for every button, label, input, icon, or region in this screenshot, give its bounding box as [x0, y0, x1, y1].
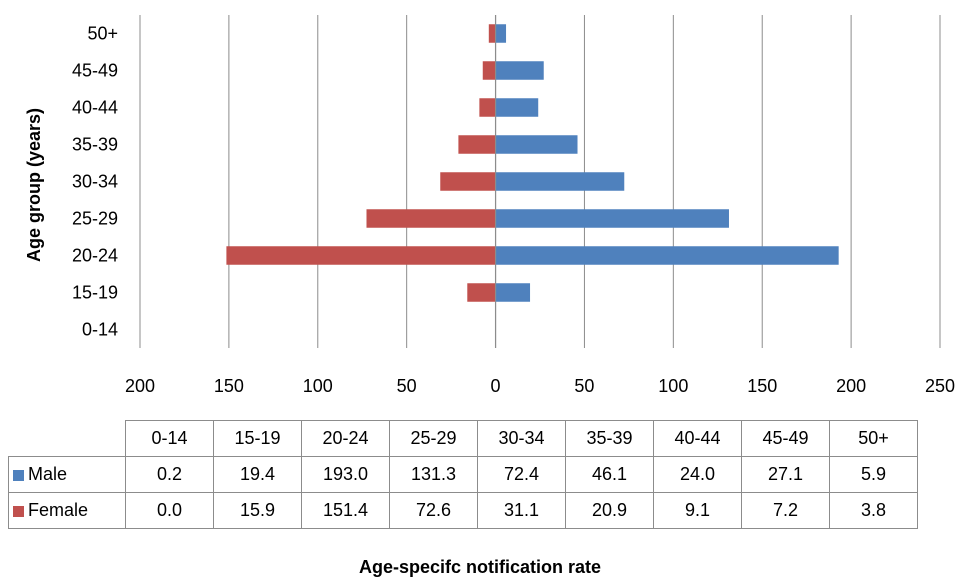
- data-table: 0-14 15-19 20-24 25-29 30-34 35-39 40-44 45-49 5…: [8, 420, 918, 529]
- legend-female-label: Female: [28, 500, 89, 520]
- x-tick-label: 200: [125, 376, 155, 396]
- table-column-header: 50+: [829, 420, 918, 457]
- male-swatch: [13, 469, 24, 481]
- table-cell: 131.3: [389, 456, 478, 493]
- bar-male-50+: [495, 24, 507, 43]
- table-cell: 0.2: [125, 456, 214, 493]
- x-tick-label: 50: [574, 376, 594, 396]
- table-cell: 31.1: [477, 492, 566, 529]
- x-tick-label: 100: [303, 376, 333, 396]
- bar-female-25-29: [366, 209, 496, 228]
- table-row-female: Female 0.0 15.9 151.4 72.6 31.1 20.9 9.1 7.2 3.8: [8, 492, 918, 529]
- table-row-male: Male 0.2 19.4 193.0 131.3 72.4 46.1 24.0 27.1 5.…: [8, 456, 918, 493]
- table-cell: 5.9: [829, 456, 918, 493]
- x-tick-label: 150: [214, 376, 244, 396]
- table-column-header: 15-19: [213, 420, 302, 457]
- x-tick-label: 150: [747, 376, 777, 396]
- table-cell: 193.0: [301, 456, 390, 493]
- y-tick-label: 0-14: [82, 320, 118, 340]
- bar-female-40-44: [479, 98, 496, 117]
- bars: [226, 24, 839, 339]
- table-cell: 27.1: [741, 456, 830, 493]
- pyramid-chart: 0-14 15-19 20-24 25-29 30-34 35-39 40-44 45-49 5…: [24, 15, 955, 396]
- table-column-header: 0-14: [125, 420, 214, 457]
- bar-female-50+: [488, 24, 496, 43]
- y-tick-label: 30-34: [72, 172, 118, 192]
- table-cell: 72.4: [477, 456, 566, 493]
- table-header-row: 0-14 15-19 20-24 25-29 30-34 35-39 40-44 45-49 5…: [8, 420, 918, 457]
- table-column-header: 40-44: [653, 420, 742, 457]
- x-tick-label: 50: [397, 376, 417, 396]
- y-tick-label: 45-49: [72, 61, 118, 81]
- y-tick-label: 35-39: [72, 135, 118, 155]
- x-tick-label: 200: [836, 376, 866, 396]
- female-swatch: [13, 505, 24, 517]
- x-axis-title: Age-specifc notification rate: [358, 557, 602, 577]
- x-tick-label: 100: [658, 376, 688, 396]
- table-column-header: 30-34: [477, 420, 566, 457]
- y-tick-labels: 0-14 15-19 20-24 25-29 30-34 35-39 40-44 45-49 5…: [72, 24, 118, 340]
- y-axis-title: Age group (years): [24, 108, 44, 262]
- table-column-header: 45-49: [741, 420, 830, 457]
- table-cell: 24.0: [653, 456, 742, 493]
- table-cell: 72.6: [389, 492, 478, 529]
- legend-female: Female: [8, 492, 126, 529]
- bar-male-25-29: [495, 209, 729, 228]
- table-column-header: 25-29: [389, 420, 478, 457]
- y-tick-label: 50+: [87, 24, 118, 44]
- x-tick-label: 0: [491, 376, 501, 396]
- table-cell: 9.1: [653, 492, 742, 529]
- bar-male-20-24: [495, 246, 839, 265]
- x-tick-label: 250: [925, 376, 955, 396]
- table-cell: 19.4: [213, 456, 302, 493]
- table-corner: [8, 420, 126, 457]
- bar-female-35-39: [458, 135, 496, 154]
- legend-male-label: Male: [28, 464, 68, 484]
- table-cell: 151.4: [301, 492, 390, 529]
- y-tick-label: 20-24: [72, 246, 118, 266]
- bar-male-15-19: [495, 283, 531, 302]
- x-tick-labels: 200 150 100 50 0 50 100 150 200 250: [125, 376, 955, 396]
- y-tick-label: 15-19: [72, 283, 118, 303]
- bar-female-30-34: [440, 172, 496, 191]
- bar-female-45-49: [482, 61, 496, 80]
- table-cell: 46.1: [565, 456, 654, 493]
- y-tick-label: 40-44: [72, 98, 118, 118]
- table-cell: 3.8: [829, 492, 918, 529]
- bar-female-15-19: [467, 283, 496, 302]
- table-column-header: 20-24: [301, 420, 390, 457]
- table-column-header: 35-39: [565, 420, 654, 457]
- legend-male: Male: [8, 456, 126, 493]
- bar-female-20-24: [226, 246, 496, 265]
- table-cell: 0.0: [125, 492, 214, 529]
- table-cell: 15.9: [213, 492, 302, 529]
- table-cell: 7.2: [741, 492, 830, 529]
- bar-male-35-39: [495, 135, 578, 154]
- y-tick-label: 25-29: [72, 209, 118, 229]
- bar-male-30-34: [495, 172, 625, 191]
- bar-male-45-49: [495, 61, 544, 80]
- bar-male-40-44: [495, 98, 539, 117]
- table-cell: 20.9: [565, 492, 654, 529]
